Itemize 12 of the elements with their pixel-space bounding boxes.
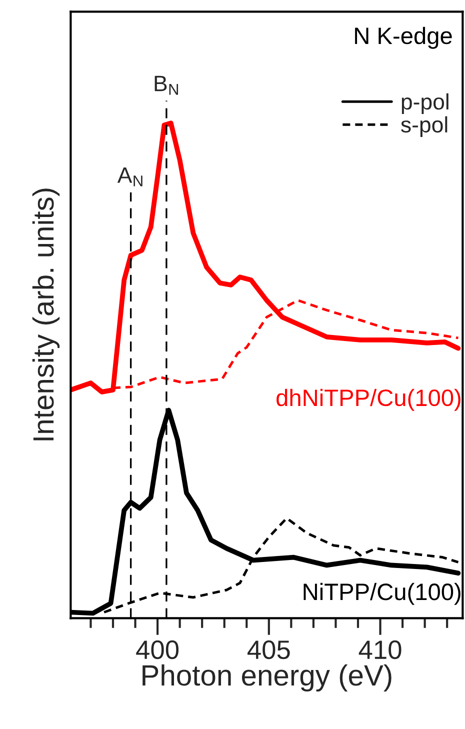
legend-label: s-pol — [401, 116, 448, 137]
text: N K-edge — [355, 26, 452, 49]
y-axis-title: Intensity (arb. units) — [32, 188, 60, 440]
annotation: NiTPP/Cu(100) — [304, 582, 460, 605]
annotation: dhNiTPP/Cu(100) — [276, 388, 460, 411]
x-tick-label: 405 — [248, 640, 290, 660]
x-tick-label: 400 — [136, 640, 179, 660]
ref-line-label: B$_{N}$ — [154, 76, 178, 95]
ref-line-label: A$_{N}$ — [117, 167, 142, 186]
legend-label: p-pol — [402, 93, 448, 114]
x-axis-title: Photon energy (eV) — [142, 664, 392, 692]
x-tick-label: 410 — [358, 640, 402, 660]
